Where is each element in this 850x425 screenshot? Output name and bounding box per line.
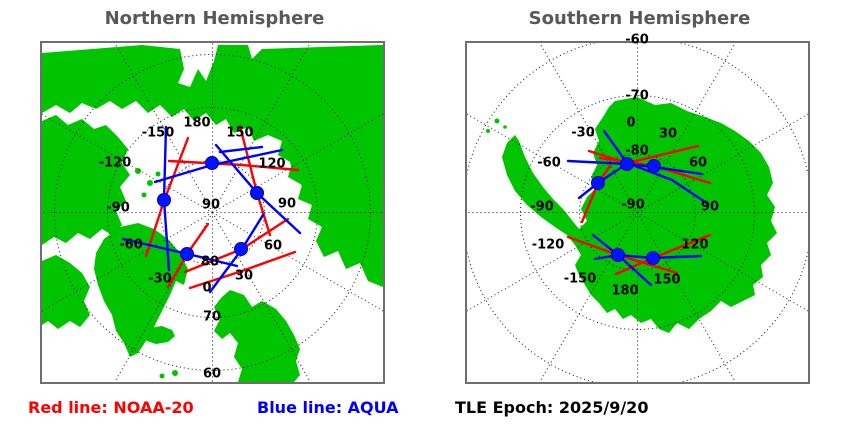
- south-hemisphere-map: -60 -70 -80 -90 0 30 -30 60 -60 90 -90 120 -120 150 -1…: [467, 33, 808, 382]
- graticule-label: 90: [202, 198, 220, 213]
- coincidence-dot: [250, 186, 264, 200]
- graticule-labels: -60 -70 -80 -90 0 30 -30 60 -60 90 -90 120 -120 150 -1…: [530, 33, 719, 299]
- island: [263, 102, 269, 108]
- graticule-label: 0: [202, 281, 211, 296]
- graticule-label: -80: [625, 144, 649, 159]
- graticule-label: 60: [264, 239, 282, 254]
- island: [147, 180, 153, 186]
- coincidence-dot: [647, 159, 661, 173]
- coincidence-dot: [646, 251, 660, 265]
- south-map-frame: -60 -70 -80 -90 0 30 -30 60 -60 90 -90 120 -120 150 -1…: [465, 33, 810, 384]
- graticule-label: -60: [625, 33, 649, 48]
- north-hemisphere-map: 180 150 -150 120 -120 90 -90 60 -60 30 -30 0 90 80 70 6…: [42, 43, 383, 382]
- noaa20-track: [188, 250, 297, 290]
- graticule-labels: 180 150 -150 120 -120 90 -90 60 -60 30 -30 0 90 80 70 6…: [99, 116, 296, 382]
- island: [135, 168, 141, 174]
- island: [172, 370, 178, 376]
- graticule-label: -90: [106, 201, 130, 216]
- land-mass: [502, 97, 777, 333]
- graticule-label: -120: [532, 238, 565, 253]
- graticule-label: 80: [201, 255, 219, 270]
- land-mass: [42, 255, 90, 329]
- graticule-label: -150: [564, 272, 597, 287]
- graticule-label: -70: [625, 89, 649, 104]
- noaa20-track: [238, 124, 272, 237]
- aqua-track: [593, 253, 703, 261]
- legend-noaa20-label: Red line: NOAA-20: [28, 398, 194, 417]
- graticule-label: 120: [681, 238, 708, 253]
- south-map-title: Southern Hemisphere: [528, 8, 751, 29]
- graticule-label: -60: [537, 156, 561, 171]
- aqua-track: [602, 129, 710, 206]
- graticule-label: 150: [653, 273, 680, 288]
- north-map-title: Northern Hemisphere: [104, 8, 325, 29]
- land-mass: [214, 290, 300, 382]
- land-mass: [42, 115, 130, 245]
- graticule-label: 90: [701, 200, 719, 215]
- land-mass: [42, 45, 383, 287]
- coincidence-dot: [620, 157, 634, 171]
- graticule-label: -60: [119, 238, 143, 253]
- island: [503, 125, 507, 129]
- graticule-label: 180: [611, 284, 638, 299]
- graticule-label: -90: [621, 198, 645, 213]
- graticule: [467, 43, 808, 382]
- graticule-label: 60: [203, 367, 221, 382]
- island: [494, 118, 500, 124]
- graticule-label: 30: [659, 127, 677, 142]
- graticule-label: 0: [626, 116, 635, 131]
- noaa20-track: [167, 159, 300, 172]
- aqua-track: [218, 145, 264, 154]
- graticule-label: 70: [203, 310, 221, 325]
- land-mass: [144, 326, 175, 344]
- graticule-label: 180: [183, 116, 210, 131]
- aqua-track: [566, 159, 704, 176]
- north-map-frame: 180 150 -150 120 -120 90 -90 60 -60 30 -30 0 90 80 70 6…: [40, 41, 385, 384]
- graticule-label: 90: [278, 197, 296, 212]
- graticule-label: -30: [571, 126, 595, 141]
- coincidence-dot: [180, 247, 194, 261]
- graticule-label: 30: [235, 269, 253, 284]
- coincidence-dot: [234, 242, 248, 256]
- graticule-label: -120: [99, 156, 132, 171]
- legend-aqua-label: Blue line: AQUA: [257, 398, 399, 417]
- graticule-label: -30: [148, 272, 172, 287]
- coincidence-dot: [591, 176, 605, 190]
- graticule-label: -150: [142, 126, 175, 141]
- island: [252, 82, 258, 88]
- island: [141, 192, 147, 198]
- graticule-label: -90: [530, 200, 554, 215]
- island: [155, 171, 161, 177]
- graticule-label: 60: [689, 156, 707, 171]
- graticule-label: 150: [226, 126, 253, 141]
- coincidence-dot: [205, 156, 219, 170]
- coincidence-dot: [611, 248, 625, 262]
- coincidence-dot: [157, 193, 171, 207]
- island: [486, 129, 490, 133]
- graticule-label: 120: [258, 157, 285, 172]
- tle-epoch-label: TLE Epoch: 2025/9/20: [455, 398, 649, 417]
- island: [159, 373, 165, 379]
- land-mass: [290, 155, 308, 189]
